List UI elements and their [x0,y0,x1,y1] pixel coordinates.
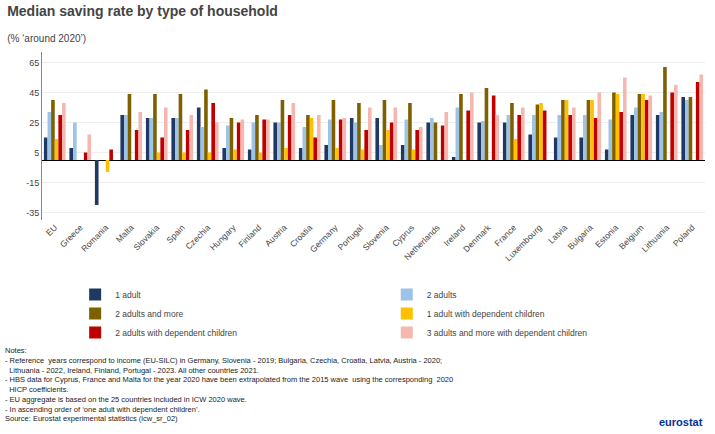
svg-text:Finland: Finland [236,222,263,249]
svg-text:Poland: Poland [671,222,697,248]
svg-text:(% ‘around 2020’): (% ‘around 2020’) [7,33,86,44]
svg-text:Estonia: Estonia [593,222,620,249]
svg-text:2 adults with dependent childr: 2 adults with dependent children [115,328,237,338]
svg-text:2 adults and more: 2 adults and more [115,309,183,319]
svg-text:Slovenia: Slovenia [361,222,391,252]
svg-text:3 adults and more with depende: 3 adults and more with dependent childre… [427,328,587,338]
svg-text:-35: -35 [26,208,39,218]
svg-text:Latvia: Latvia [546,222,569,245]
svg-text:Netherlands: Netherlands [402,223,441,262]
svg-text:Ireland: Ireland [442,222,468,248]
svg-text:45: 45 [29,88,39,98]
svg-text:Croatia: Croatia [288,222,315,249]
svg-text:EU: EU [44,223,59,238]
svg-text:Bulgaria: Bulgaria [566,222,595,251]
svg-text:1 adult with dependent childre: 1 adult with dependent children [427,309,545,319]
svg-text:France: France [492,222,518,248]
svg-text:25: 25 [29,118,39,128]
svg-text:2 adults: 2 adults [427,290,457,300]
svg-text:Median saving rate by type of: Median saving rate by type of household [7,3,278,19]
svg-text:Denmark: Denmark [461,222,493,254]
svg-text:65: 65 [29,58,39,68]
svg-text:Romania: Romania [79,222,110,253]
svg-text:Germany: Germany [308,222,340,254]
svg-text:Cyprus: Cyprus [390,223,416,249]
svg-text:Notes:- Reference years corre: Notes:- Reference years correspond to in… [5,346,453,423]
svg-text:Slovakia: Slovakia [131,222,161,252]
svg-text:Austria: Austria [263,222,289,248]
svg-text:Hungary: Hungary [208,222,238,252]
svg-text:Czechia: Czechia [183,222,212,251]
svg-text:Spain: Spain [164,222,187,245]
svg-text:Portugal: Portugal [336,223,366,253]
svg-text:5: 5 [34,148,39,158]
svg-text:eurostat: eurostat [659,416,703,428]
svg-text:Belgium: Belgium [617,223,646,252]
svg-text:1 adult: 1 adult [115,290,141,300]
svg-text:Luxembourg: Luxembourg [503,222,544,263]
svg-text:Lithuania: Lithuania [640,222,672,254]
svg-text:Malta: Malta [114,222,136,244]
svg-text:Greece: Greece [58,222,85,249]
svg-text:-15: -15 [26,178,39,188]
